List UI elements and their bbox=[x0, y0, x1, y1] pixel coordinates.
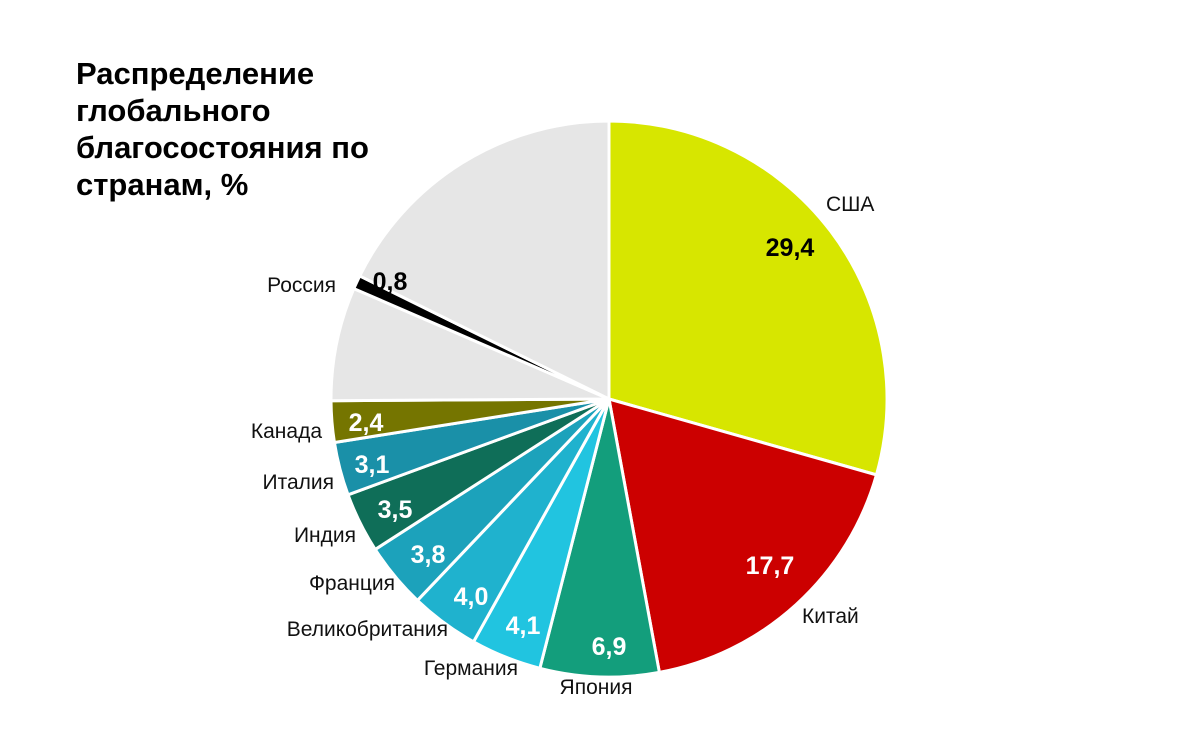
category-label-germany: Германия bbox=[424, 657, 518, 680]
pie-labels: 29,4 США 17,7 Китай 6,9 Япония 4,1 Германия 4,0 В… bbox=[251, 193, 875, 699]
pie-slices bbox=[329, 119, 889, 679]
category-label-italy: Италия bbox=[262, 471, 334, 494]
value-label-germany: 4,1 bbox=[506, 612, 541, 640]
category-label-china: Китай bbox=[802, 605, 859, 628]
value-label-japan: 6,9 bbox=[592, 633, 627, 661]
category-label-japan: Япония bbox=[560, 676, 633, 699]
category-label-india: Индия bbox=[294, 524, 356, 547]
category-label-france: Франция bbox=[309, 572, 395, 595]
category-label-russia: Россия bbox=[267, 274, 336, 297]
value-label-china: 17,7 bbox=[746, 552, 795, 580]
value-label-canada: 2,4 bbox=[349, 409, 384, 437]
chart-title: Распределение глобального благосостояния… bbox=[76, 56, 369, 202]
pie-slice-japan bbox=[538, 397, 661, 679]
category-label-uk: Великобритания bbox=[287, 618, 448, 641]
value-label-uk: 4,0 bbox=[454, 583, 489, 611]
value-label-india: 3,5 bbox=[378, 496, 413, 524]
category-label-usa: США bbox=[826, 193, 874, 216]
value-label-france: 3,8 bbox=[411, 541, 446, 569]
value-label-usa: 29,4 bbox=[766, 234, 815, 262]
value-label-italy: 3,1 bbox=[355, 451, 390, 479]
value-label-russia: 0,8 bbox=[373, 268, 408, 296]
pie-slice-other-9 bbox=[329, 287, 611, 403]
category-label-canada: Канада bbox=[251, 420, 322, 443]
pie-slice-other-11 bbox=[358, 119, 611, 401]
pie-slice-china bbox=[607, 397, 878, 674]
pie-slice-usa bbox=[607, 119, 889, 477]
